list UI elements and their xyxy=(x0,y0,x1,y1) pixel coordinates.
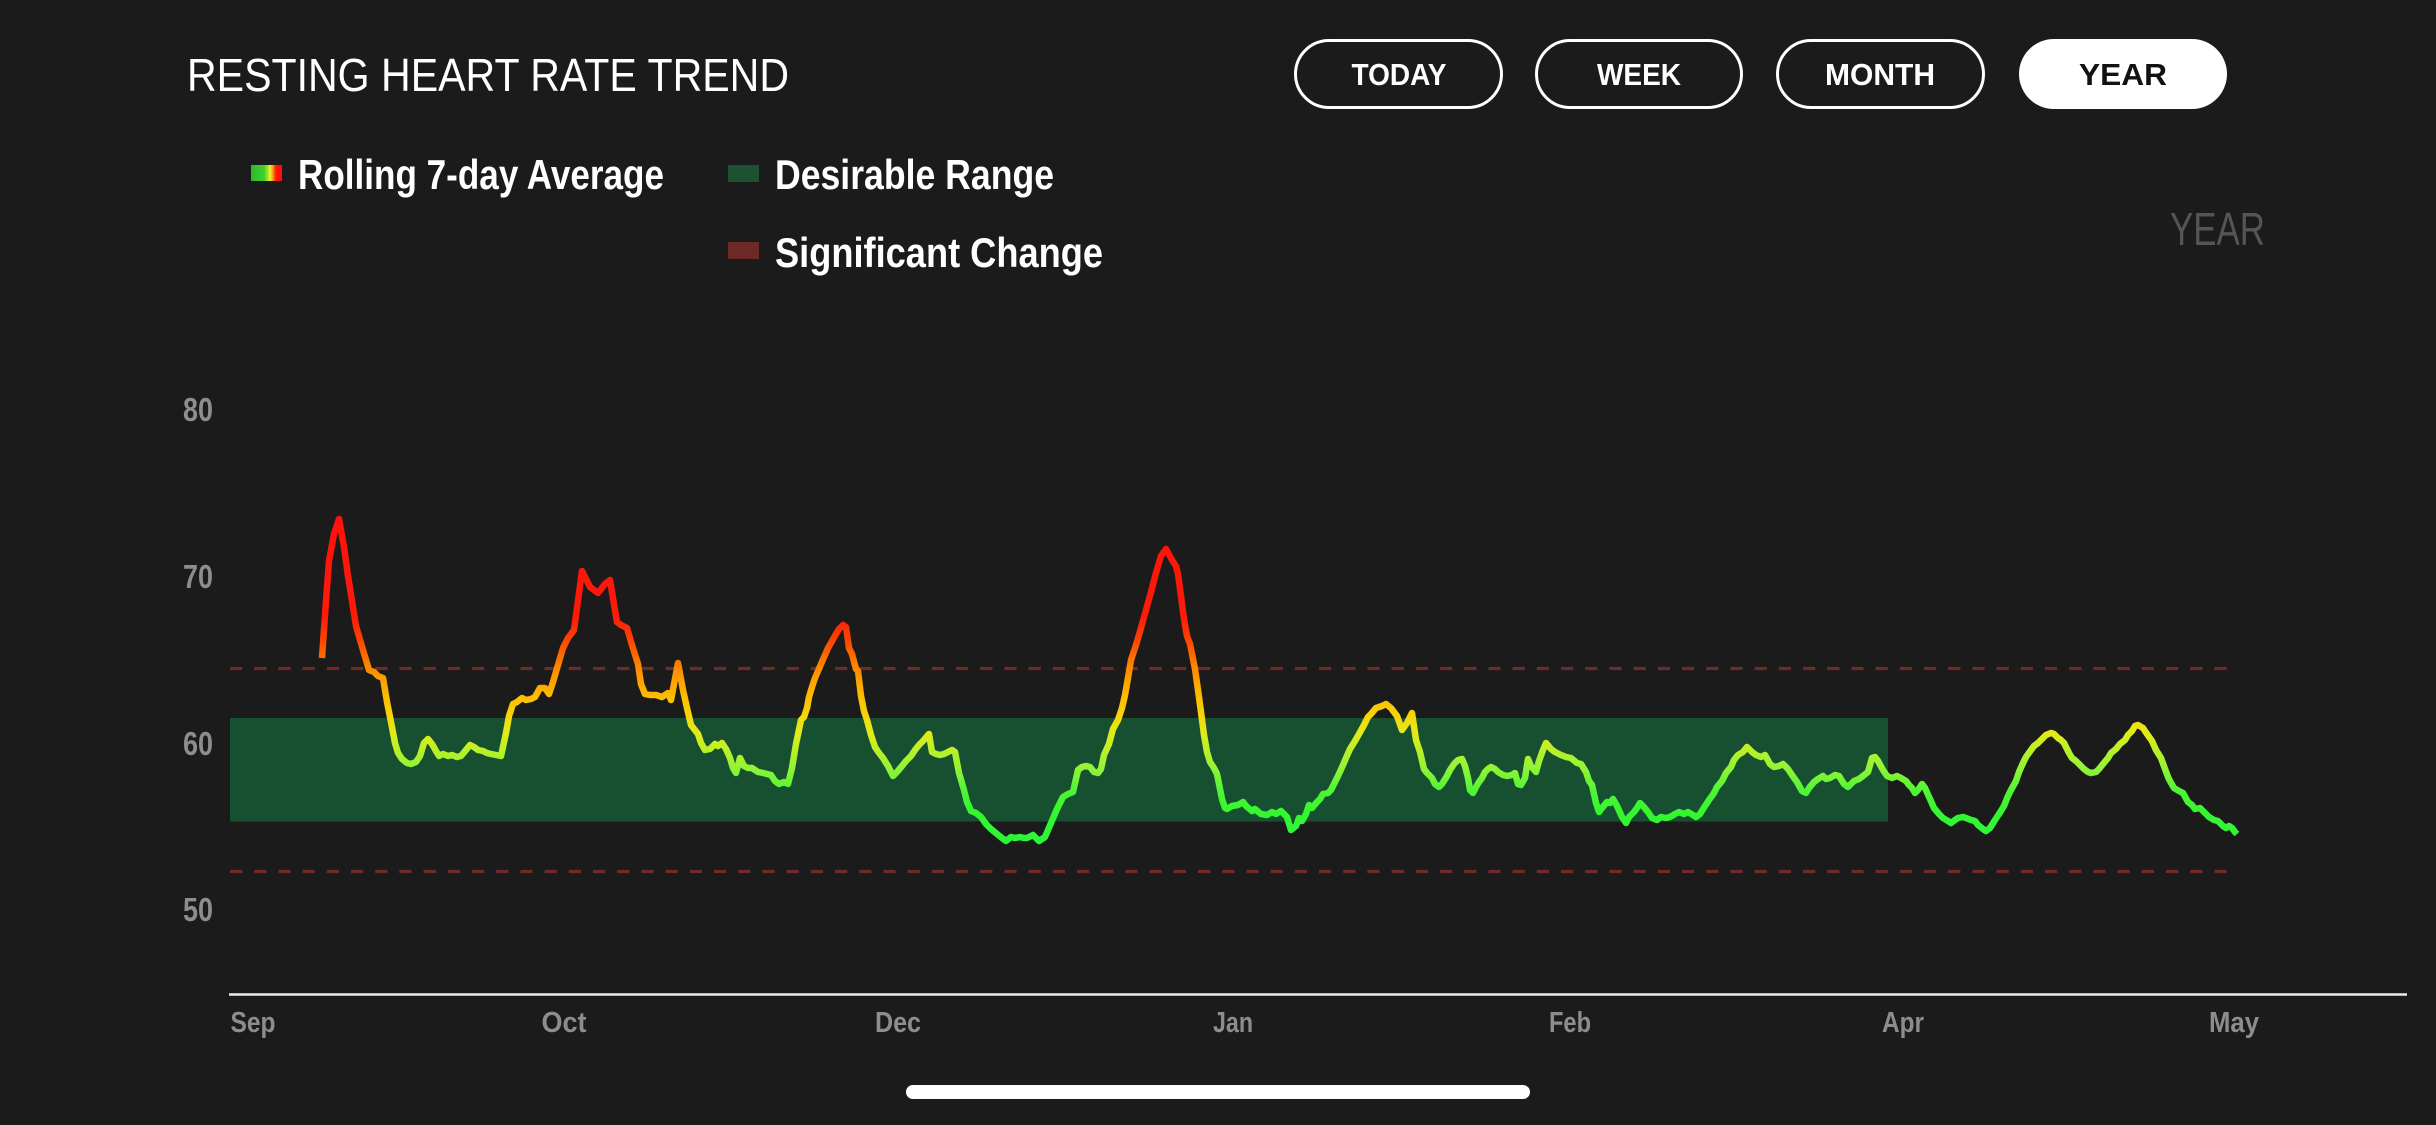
svg-text:Significant Change: Significant Change xyxy=(775,229,1103,276)
svg-text:RESTING HEART RATE TREND: RESTING HEART RATE TREND xyxy=(187,49,789,101)
svg-text:60: 60 xyxy=(183,725,213,762)
svg-text:Desirable Range: Desirable Range xyxy=(775,151,1054,198)
svg-text:Sep: Sep xyxy=(231,1007,276,1039)
svg-text:YEAR: YEAR xyxy=(2079,57,2167,92)
svg-text:Oct: Oct xyxy=(542,1007,587,1039)
svg-text:70: 70 xyxy=(183,558,213,595)
svg-text:Jan: Jan xyxy=(1213,1007,1253,1039)
svg-text:May: May xyxy=(2209,1007,2259,1039)
svg-text:Dec: Dec xyxy=(875,1007,921,1039)
svg-text:Feb: Feb xyxy=(1549,1007,1591,1039)
svg-text:50: 50 xyxy=(183,891,213,928)
svg-text:80: 80 xyxy=(183,391,213,428)
svg-text:Apr: Apr xyxy=(1882,1007,1924,1039)
svg-text:Rolling 7-day Average: Rolling 7-day Average xyxy=(298,151,664,198)
svg-text:WEEK: WEEK xyxy=(1597,57,1682,92)
svg-text:MONTH: MONTH xyxy=(1825,57,1935,92)
svg-text:TODAY: TODAY xyxy=(1352,57,1447,92)
svg-text:YEAR: YEAR xyxy=(2170,203,2265,255)
